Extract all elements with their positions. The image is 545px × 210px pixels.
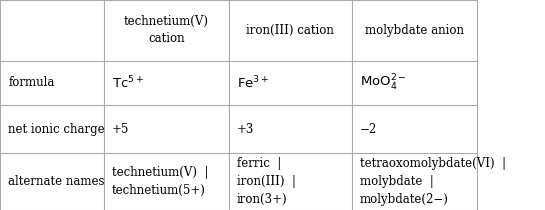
Text: +3: +3 [237, 123, 255, 136]
Text: $\rm Tc^{5+}$: $\rm Tc^{5+}$ [112, 75, 144, 91]
Text: formula: formula [8, 76, 54, 89]
Text: −2: −2 [360, 123, 377, 136]
Text: $\rm Fe^{3+}$: $\rm Fe^{3+}$ [237, 75, 269, 91]
Text: tetraoxomolybdate(VI)  |
molybdate  |
molybdate(2−): tetraoxomolybdate(VI) | molybdate | moly… [360, 157, 506, 206]
Text: molybdate anion: molybdate anion [365, 24, 464, 37]
Text: iron(III) cation: iron(III) cation [246, 24, 334, 37]
Text: ferric  |
iron(III)  |
iron(3+): ferric | iron(III) | iron(3+) [237, 157, 296, 206]
Text: technetium(V)  |
technetium(5+): technetium(V) | technetium(5+) [112, 166, 208, 197]
Text: net ionic charge: net ionic charge [8, 123, 105, 136]
Text: technetium(V)
cation: technetium(V) cation [124, 16, 209, 45]
Text: +5: +5 [112, 123, 129, 136]
Text: alternate names: alternate names [8, 175, 105, 188]
Text: $\rm MoO_4^{2-}$: $\rm MoO_4^{2-}$ [360, 73, 406, 93]
